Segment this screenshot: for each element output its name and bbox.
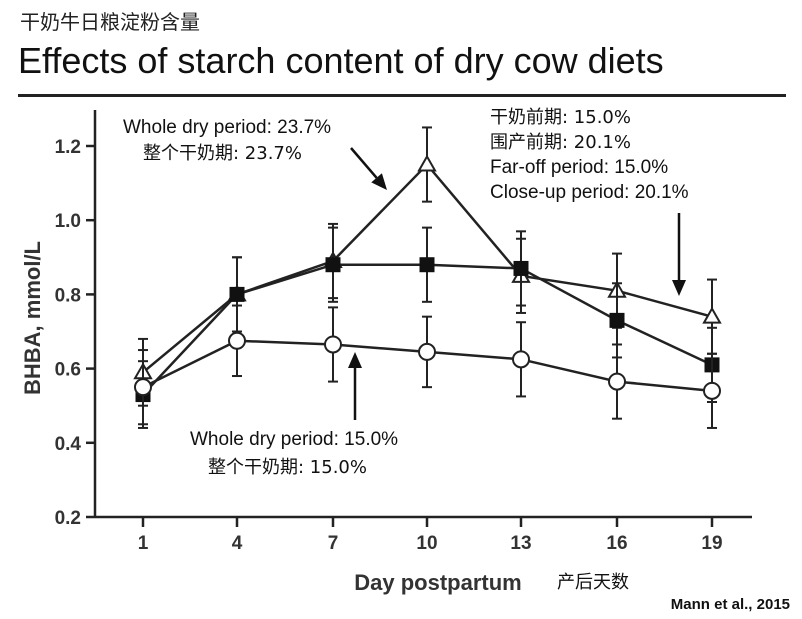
x-axis-title: Day postpartum bbox=[354, 570, 521, 595]
x-tick-label-2: 7 bbox=[328, 533, 339, 554]
chart-series bbox=[133, 126, 722, 429]
chart-annotations: Whole dry period: 23.7% 整个干奶期: 23.7% 干奶前期:… bbox=[123, 107, 689, 478]
annotation-1-line-3: Close-up period: 20.1% bbox=[490, 182, 689, 203]
annotation-0-line-1: 整个干奶期: 23.7% bbox=[143, 143, 302, 164]
circle-series-point-6 bbox=[703, 381, 721, 400]
annotation-1-arrow bbox=[672, 213, 686, 296]
x-tick-label-3: 10 bbox=[416, 533, 437, 554]
circle-series-point-2 bbox=[324, 335, 342, 354]
y-axis-title: BHBA, mmol/L bbox=[20, 241, 45, 395]
annotation-2: Whole dry period: 15.0% 整个干奶期: 15.0% bbox=[190, 429, 398, 478]
annotation-0-line-0: Whole dry period: 23.7% bbox=[123, 117, 331, 138]
circle-series-point-1 bbox=[228, 331, 246, 350]
x-tick-label-4: 13 bbox=[510, 533, 531, 554]
x-tick-label-5: 16 bbox=[606, 533, 627, 554]
citation: Mann et al., 2015 bbox=[670, 596, 790, 613]
y-tick-label-2: 0.6 bbox=[55, 360, 81, 381]
square-series-point-3 bbox=[419, 257, 435, 273]
circle-series bbox=[134, 304, 721, 429]
circle-series-point-0 bbox=[134, 378, 152, 397]
y-tick-label-1: 0.4 bbox=[55, 434, 82, 455]
square-series-point-2 bbox=[325, 257, 341, 273]
annotation-2-line-1: 整个干奶期: 15.0% bbox=[208, 457, 367, 478]
annotation-2-line-0: Whole dry period: 15.0% bbox=[190, 429, 398, 450]
title-rule bbox=[18, 94, 786, 97]
x-tick-label-6: 19 bbox=[701, 533, 722, 554]
circle-series-point-3 bbox=[418, 342, 436, 361]
triangle-series-point-3 bbox=[417, 154, 437, 172]
annotation-1-line-0: 干奶前期: 15.0% bbox=[490, 107, 631, 128]
x-tick-label-0: 1 bbox=[138, 533, 149, 554]
circle-series-point-4 bbox=[512, 350, 530, 369]
chart-axes: 0.2 0.4 0.6 0.8 1.0 1.2 1 4 7 10 13 16 19 BHBA, mmol/… bbox=[20, 110, 752, 595]
y-tick-label-0: 0.2 bbox=[55, 508, 81, 529]
annotation-0: Whole dry period: 23.7% 整个干奶期: 23.7% bbox=[123, 117, 331, 164]
x-tick-label-1: 4 bbox=[232, 533, 243, 554]
square-series-point-1 bbox=[229, 286, 245, 302]
slide-subtitle-cn: 干奶牛日粮淀粉含量 bbox=[20, 10, 200, 34]
annotation-1-line-1: 围产前期: 20.1% bbox=[490, 132, 631, 153]
annotation-1-line-2: Far-off period: 15.0% bbox=[490, 157, 668, 178]
annotation-0-arrow bbox=[350, 147, 387, 190]
circle-series-point-5 bbox=[608, 372, 626, 391]
annotation-2-arrow bbox=[348, 352, 362, 420]
annotation-1: 干奶前期: 15.0% 围产前期: 20.1% Far-off period: 15… bbox=[490, 107, 689, 203]
triangle-series-point-6 bbox=[702, 306, 722, 324]
x-axis-title-cn: 产后天数 bbox=[557, 572, 629, 593]
y-tick-label-5: 1.2 bbox=[55, 137, 81, 158]
slide-title: Effects of starch content of dry cow die… bbox=[18, 40, 664, 81]
square-series-point-5 bbox=[609, 312, 625, 328]
square-series-point-4 bbox=[513, 260, 529, 276]
y-tick-label-4: 1.0 bbox=[55, 211, 81, 232]
y-tick-label-3: 0.8 bbox=[55, 285, 81, 306]
